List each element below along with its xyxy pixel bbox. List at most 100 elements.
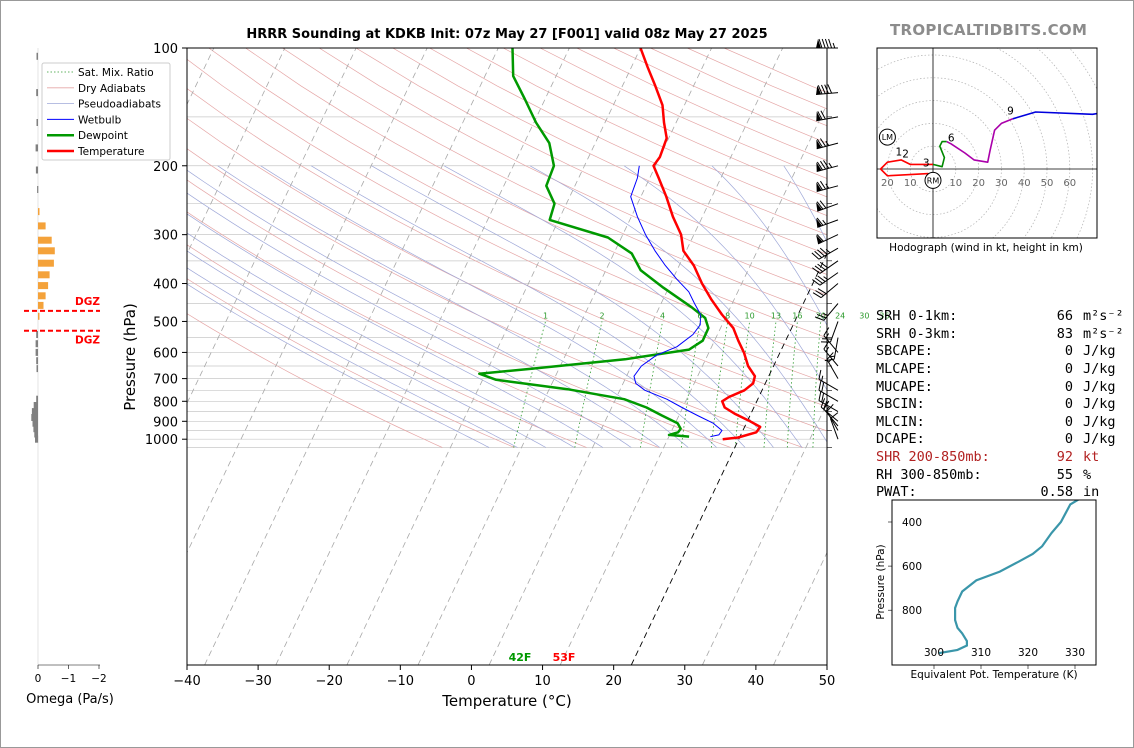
storm-motion-label: LM (882, 133, 893, 142)
dgz-label: DGZ (75, 335, 100, 347)
y-tick-label: 100 (153, 42, 178, 57)
omega-axis-label: Omega (Pa/s) (26, 692, 114, 707)
dry-adiabat (466, 48, 827, 216)
wind-barb (816, 200, 839, 212)
index-label: SBCIN: (876, 396, 925, 413)
hodo-tick-label: 50 (1041, 178, 1054, 189)
isotherm (346, 48, 641, 665)
index-unit: % (1083, 466, 1092, 483)
dewpoint-profile (478, 48, 710, 438)
wind-barb (818, 380, 839, 402)
dry-adiabat (187, 88, 827, 407)
surface-dewpoint-label: 42F (509, 651, 532, 664)
pseudoadiabat (623, 165, 827, 391)
index-value: 66 (1056, 308, 1073, 325)
wind-barb (814, 303, 839, 321)
pseudoadiabat (187, 192, 632, 448)
index-value: 0 (1064, 360, 1073, 377)
wind-barb (820, 321, 839, 343)
index-row: MLCAPE: 0 J/kg (876, 361, 1124, 379)
mixing-ratio-label: 2 (599, 311, 604, 320)
mixing-ratio-line (574, 321, 603, 448)
omega-bar (35, 435, 39, 443)
mixing-ratio-label: 13 (771, 311, 781, 320)
x-tick-label: 30 (677, 674, 694, 689)
mixing-ratio-label: 8 (725, 311, 730, 320)
omega-bar (36, 89, 38, 97)
wind-barb (826, 404, 839, 431)
omega-bar (38, 282, 49, 290)
dry-adiabat (187, 117, 827, 432)
omega-bar (38, 236, 52, 244)
pseudoadiabat (187, 267, 518, 448)
omega-bar (36, 357, 38, 365)
x-tick-label: 40 (748, 674, 765, 689)
temperature-profile (639, 48, 762, 441)
hodo-tick-label: 10 (949, 178, 962, 189)
omega-bar (38, 222, 46, 230)
index-row: SBCAPE: 0 J/kg (876, 343, 1124, 361)
index-label: SBCAPE: (876, 343, 933, 360)
legend-label: Dry Adiabats (78, 83, 146, 95)
omega-bar (35, 166, 38, 174)
index-row: DCAPE: 0 J/kg (876, 431, 1124, 449)
legend: Sat. Mix. Ratio Dry Adiabats Pseudoadiabat… (41, 62, 171, 161)
dry-adiabat (187, 179, 731, 448)
omega-bar (31, 414, 38, 421)
index-label: MUCAPE: (876, 378, 933, 395)
index-row: SBCIN: 0 J/kg (876, 396, 1124, 414)
index-label: DCAPE: (876, 431, 925, 448)
index-value: 92 (1056, 448, 1073, 465)
dry-adiabat (392, 48, 827, 255)
hodo-height-label: 1 (895, 146, 902, 158)
pseudoadiabat (260, 165, 717, 448)
y-tick-label: 800 (153, 395, 178, 410)
index-label: SHR 200-850mb: (876, 448, 990, 465)
theta-x-tick-label: 310 (971, 647, 991, 659)
omega-bar (35, 144, 38, 152)
hodo-segment (1012, 111, 1097, 120)
x-tick-label: −20 (316, 674, 343, 689)
wind-barb (816, 160, 839, 172)
isotherm (204, 48, 499, 665)
omega-panel: DGZ DGZ 0 −1 −2 Omega (Pa/s) (24, 48, 114, 707)
y-tick-label: 500 (153, 315, 178, 330)
omega-tick-label: −2 (91, 673, 106, 685)
theta-y-tick-label: 400 (902, 517, 922, 529)
mixing-ratio-line (680, 321, 701, 448)
index-value: 0 (1064, 343, 1073, 360)
pseudoadiabat (371, 165, 774, 448)
x-tick-label: −30 (244, 674, 271, 689)
index-unit: J/kg (1083, 343, 1116, 360)
mixing-ratio-label: 24 (835, 311, 845, 320)
index-label: SRH 0-1km: (876, 308, 958, 325)
pseudoadiabat (217, 165, 689, 448)
theta-x-tick-label: 300 (924, 647, 944, 659)
dry-adiabat (208, 48, 827, 361)
y-tick-label: 300 (153, 229, 178, 244)
legend-label: Sat. Mix. Ratio (78, 67, 154, 79)
index-label: MLCIN: (876, 413, 925, 430)
index-label: MLCAPE: (876, 360, 933, 377)
index-row: MLCIN: 0 J/kg (876, 414, 1124, 432)
mixing-ratio-label: 16 (792, 311, 802, 320)
dry-adiabat (282, 48, 827, 317)
storm-motion-marker (924, 171, 942, 189)
wind-barbs (811, 38, 839, 440)
dry-adiabat (319, 48, 827, 296)
legend-label: Temperature (77, 146, 145, 158)
theta-frame (891, 499, 1097, 666)
pseudoadiabat (529, 165, 827, 443)
mixing-ratio-label: 1 (543, 311, 548, 320)
isotherm (773, 551, 827, 665)
omega-bar (35, 348, 38, 356)
pseudoadiabats (187, 165, 827, 448)
mixing-ratio-line (640, 321, 663, 448)
index-value: 55 (1056, 466, 1073, 483)
hodo-segment (932, 140, 947, 168)
hodo-segment (879, 159, 933, 177)
hodo-tick-label: 10 (904, 178, 917, 189)
theta-x-tick-label: 320 (1018, 647, 1038, 659)
hodo-frame (876, 47, 1098, 239)
y-tick-label: 200 (153, 160, 178, 175)
